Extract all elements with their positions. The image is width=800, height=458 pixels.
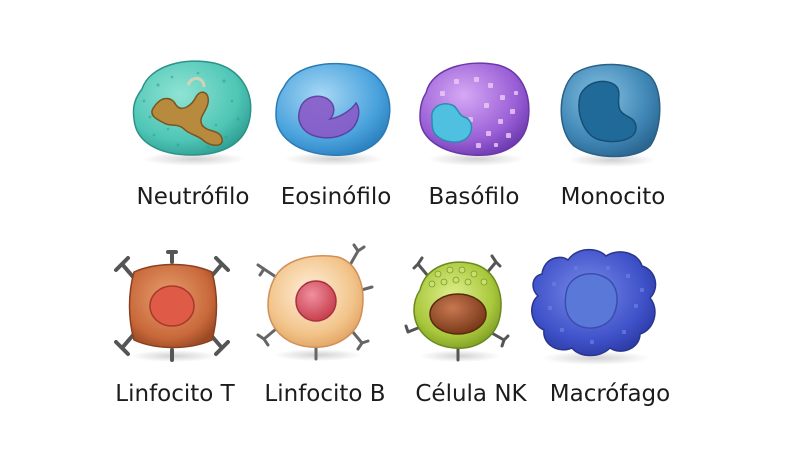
label-neutrofilo: Neutrófilo: [136, 184, 250, 210]
label-linfocito-b: Linfocito B: [264, 381, 386, 407]
nk-cell-icon: [404, 250, 512, 364]
b-lymphocyte-cell-icon: [254, 243, 380, 363]
label-celula-nk: Célula NK: [415, 381, 527, 407]
macrophage-cell-icon: [526, 244, 664, 366]
label-monocito: Monocito: [560, 184, 666, 210]
label-basofilo: Basófilo: [428, 184, 520, 210]
t-lymphocyte-cell-icon: [112, 250, 234, 362]
eosinophil-cell-icon: [270, 57, 396, 167]
label-linfocito-t: Linfocito T: [115, 381, 235, 407]
basophil-cell-icon: [414, 57, 536, 167]
monocyte-cell-icon: [554, 58, 666, 168]
label-macrofago: Macrófago: [549, 381, 671, 407]
label-eosinofilo: Eosinófilo: [280, 184, 392, 210]
neutrophil-cell-icon: [128, 55, 258, 167]
